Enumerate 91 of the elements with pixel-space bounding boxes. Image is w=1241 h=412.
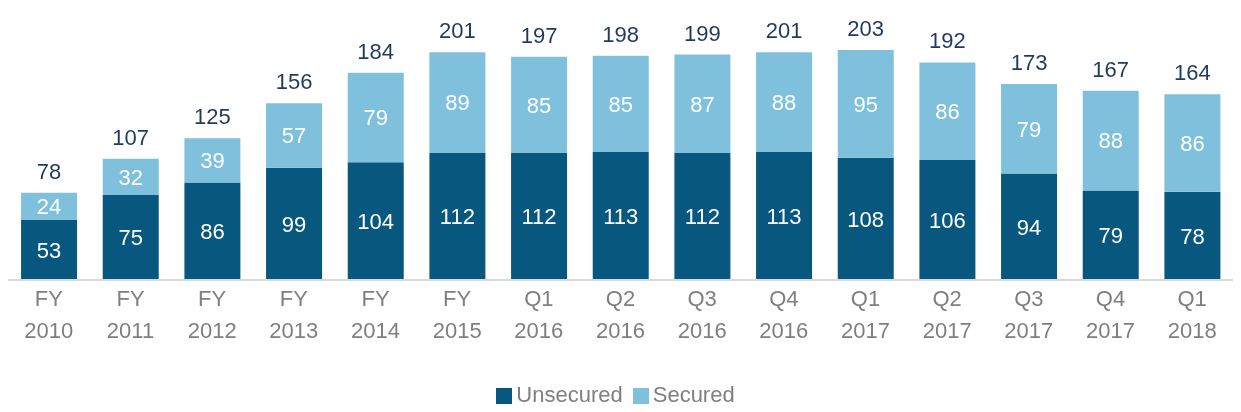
bar xyxy=(1001,83,1058,174)
total-label: 107 xyxy=(112,124,150,150)
x-tick-label: Q1 2017 xyxy=(841,286,890,343)
total-label: 184 xyxy=(357,38,395,64)
bar xyxy=(919,159,976,280)
data-label: 112 xyxy=(439,204,475,230)
data-label: 99 xyxy=(281,211,307,237)
x-tick-label: Q4 2016 xyxy=(759,286,809,343)
bar xyxy=(756,52,813,152)
total-label: 199 xyxy=(684,20,721,46)
data-label: 95 xyxy=(853,91,878,117)
x-tick-label: FY 2012 xyxy=(187,286,237,343)
total-label: 203 xyxy=(847,16,885,41)
bar xyxy=(592,55,649,152)
data-label: 112 xyxy=(521,204,557,230)
data-label: 86 xyxy=(1180,130,1205,156)
data-label: 79 xyxy=(363,105,388,131)
data-label: 86 xyxy=(935,98,960,124)
data-label: 85 xyxy=(526,92,552,118)
total-label: 125 xyxy=(194,104,231,130)
bar xyxy=(266,103,323,168)
total-label: 173 xyxy=(1010,49,1048,75)
bar xyxy=(511,153,568,280)
x-tick-label: FY 2013 xyxy=(269,286,319,343)
total-label: 164 xyxy=(1174,60,1211,86)
total-label: 197 xyxy=(520,22,558,48)
data-label: 89 xyxy=(445,90,470,116)
data-label: 24 xyxy=(36,194,62,220)
x-tick-label: Q4 2017 xyxy=(1086,286,1135,343)
bar xyxy=(102,195,159,280)
data-label: 94 xyxy=(1016,214,1042,240)
x-tick-label: FY 2014 xyxy=(351,286,400,343)
x-tick-label: Q3 2016 xyxy=(677,286,727,343)
total-label: 192 xyxy=(929,28,966,54)
total-label: 201 xyxy=(765,18,803,44)
bar xyxy=(21,219,78,280)
total-label: 78 xyxy=(36,158,62,184)
data-label: 79 xyxy=(1098,223,1123,249)
data-label: 87 xyxy=(690,91,715,117)
x-tick-label: Q2 2016 xyxy=(596,286,645,343)
total-label: 201 xyxy=(439,18,476,44)
data-label: 112 xyxy=(684,204,720,230)
bar xyxy=(1001,173,1058,280)
bar xyxy=(592,151,649,280)
data-label: 86 xyxy=(200,219,225,245)
data-label: 113 xyxy=(766,203,802,229)
data-label: 53 xyxy=(36,237,62,263)
data-label: 75 xyxy=(118,225,143,251)
bar xyxy=(1164,94,1221,192)
data-label: 108 xyxy=(847,206,885,232)
data-label: 88 xyxy=(771,89,797,115)
bar xyxy=(674,153,731,280)
total-label: 167 xyxy=(1092,56,1130,82)
bar xyxy=(184,182,241,280)
bar xyxy=(266,167,323,280)
bar xyxy=(102,158,159,196)
x-tick-label: Q1 2018 xyxy=(1167,286,1217,343)
bar xyxy=(1082,190,1139,280)
data-label: 104 xyxy=(357,208,395,234)
x-tick-label: FY 2010 xyxy=(24,286,74,343)
bar xyxy=(347,162,404,280)
bar xyxy=(919,62,976,160)
data-label: 57 xyxy=(281,123,307,149)
x-tick-label: Q2 2017 xyxy=(922,286,972,343)
total-label: 198 xyxy=(602,21,640,47)
bar xyxy=(837,50,894,158)
data-label: 88 xyxy=(1098,128,1123,154)
bar xyxy=(184,138,241,183)
bar xyxy=(347,72,404,163)
x-tick-label: Q3 2017 xyxy=(1004,286,1054,343)
bar xyxy=(429,153,486,280)
data-label: 106 xyxy=(929,207,966,233)
data-label: 32 xyxy=(118,164,143,190)
bar xyxy=(756,151,813,280)
data-label: 113 xyxy=(603,203,639,229)
bar xyxy=(1164,191,1221,280)
legend-label: Unsecured xyxy=(516,382,623,407)
x-tick-label: Q1 2016 xyxy=(514,286,564,343)
legend-label: Secured xyxy=(652,382,735,407)
bar xyxy=(511,56,568,154)
bar xyxy=(674,54,731,154)
data-label: 78 xyxy=(1180,223,1205,249)
data-label: 79 xyxy=(1016,116,1042,142)
data-label: 39 xyxy=(200,148,225,174)
x-tick-label: FY 2015 xyxy=(432,286,482,343)
data-label: 85 xyxy=(608,91,633,117)
x-tick-label: FY 2011 xyxy=(106,286,155,343)
bar xyxy=(429,52,486,154)
total-label: 156 xyxy=(275,69,313,95)
bar xyxy=(1082,90,1139,191)
bar xyxy=(837,157,894,280)
